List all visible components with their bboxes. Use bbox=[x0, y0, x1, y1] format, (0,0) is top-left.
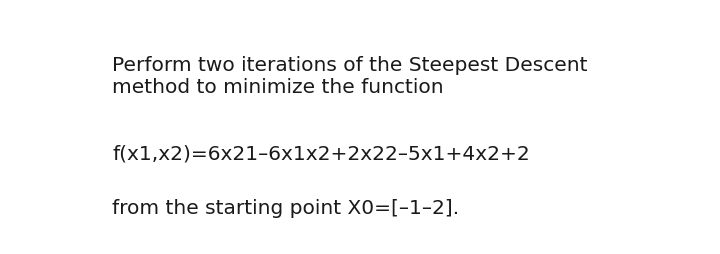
Text: f(x1,x2)=6x21–6x1x2+2x22–5x1+4x2+2: f(x1,x2)=6x21–6x1x2+2x22–5x1+4x2+2 bbox=[112, 144, 530, 163]
Text: from the starting point X0=[–1–2].: from the starting point X0=[–1–2]. bbox=[112, 199, 459, 218]
Text: Perform two iterations of the Steepest Descent
method to minimize the function: Perform two iterations of the Steepest D… bbox=[112, 56, 588, 97]
